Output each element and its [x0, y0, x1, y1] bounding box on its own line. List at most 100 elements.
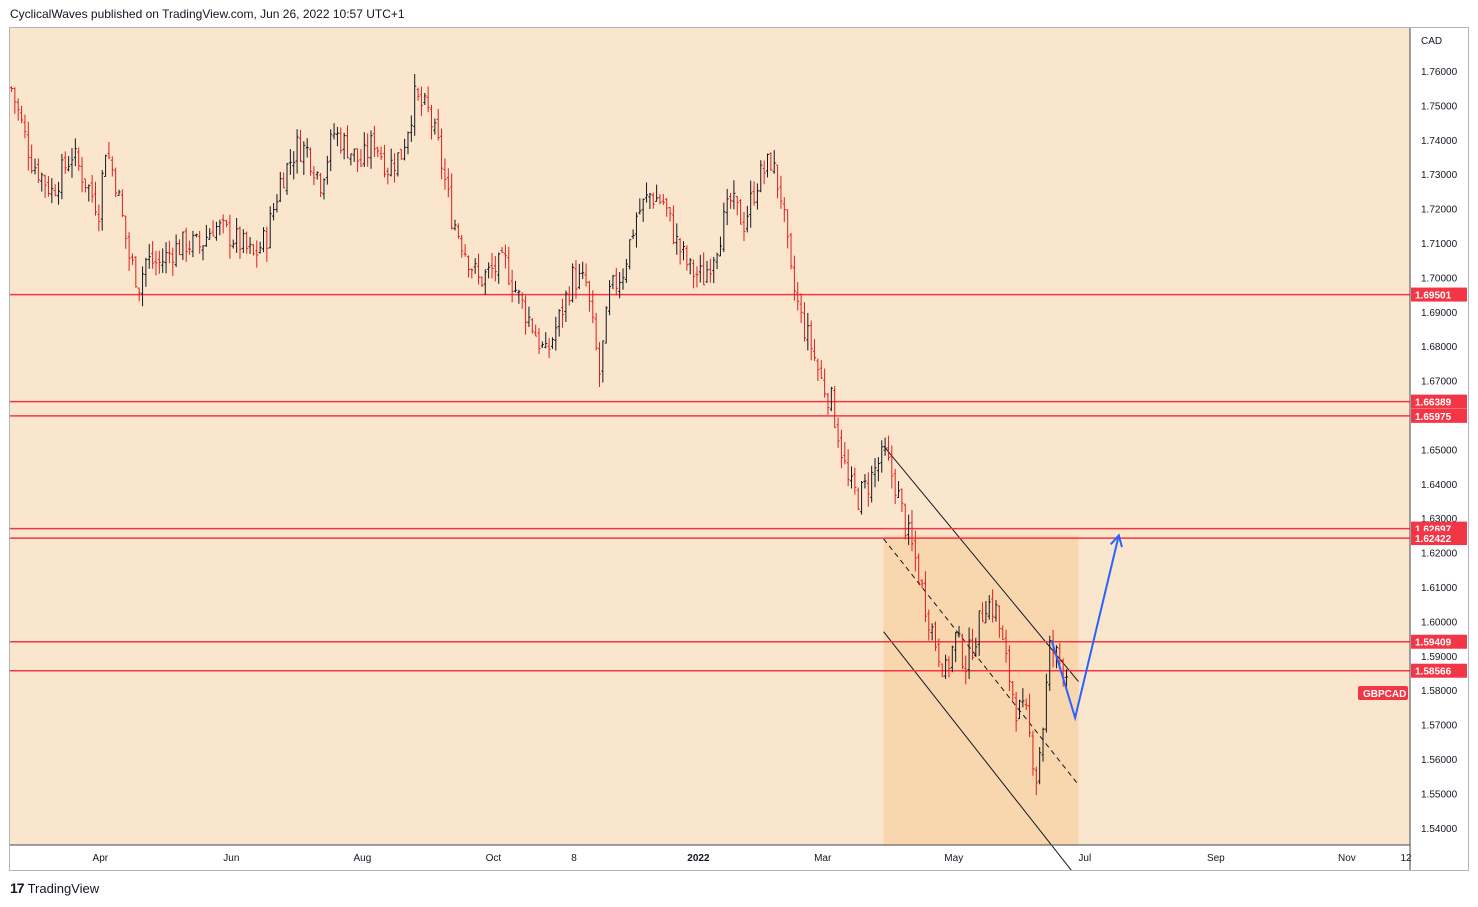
ohlc-bar — [1001, 625, 1005, 641]
ohlc-bar — [856, 487, 860, 510]
y-tick-label: 1.69000 — [1421, 308, 1458, 319]
ohlc-bar — [813, 339, 817, 361]
ohlc-bar — [43, 174, 47, 198]
tradingview-logo[interactable]: 17 TradingView — [10, 880, 99, 896]
ohlc-bar — [886, 435, 890, 461]
ohlc-bar — [309, 147, 313, 176]
x-tick-label: Nov — [1338, 853, 1356, 864]
ohlc-bar — [10, 86, 13, 92]
ohlc-bar — [201, 245, 205, 261]
ohlc-bar — [927, 609, 931, 641]
ohlc-bar — [860, 480, 864, 515]
ohlc-bar — [403, 138, 407, 161]
y-tick-label: 1.74000 — [1421, 136, 1458, 147]
ohlc-bar — [658, 194, 662, 205]
ohlc-bar — [466, 255, 470, 278]
ohlc-bar — [40, 172, 44, 192]
price-chart[interactable]: CAD 1.540001.550001.560001.570001.580001… — [10, 28, 1468, 880]
ohlc-bar — [319, 172, 323, 198]
ohlc-bar — [967, 627, 971, 680]
ohlc-bar — [577, 263, 581, 290]
channel-lower-line — [883, 631, 1079, 880]
ohlc-bar — [591, 290, 595, 324]
ohlc-bar — [977, 610, 981, 656]
ohlc-bar — [1031, 730, 1035, 776]
ohlc-bar — [722, 202, 726, 253]
ohlc-bar — [483, 269, 487, 295]
ohlc-bar — [608, 280, 612, 316]
ohlc-bar — [379, 146, 383, 161]
ohlc-bar — [839, 429, 843, 469]
ohlc-bar — [346, 125, 349, 159]
ohlc-bar — [473, 258, 477, 274]
ohlc-bar — [920, 579, 924, 588]
ohlc-bar — [30, 144, 34, 174]
y-tick-label: 1.75000 — [1421, 101, 1458, 112]
ohlc-bar — [631, 229, 635, 239]
ohlc-bar — [430, 104, 433, 140]
ohlc-bar — [382, 144, 386, 178]
ohlc-bar — [440, 128, 444, 180]
ohlc-bar — [520, 292, 524, 309]
ohlc-bar — [258, 241, 262, 254]
ohlc-bar — [218, 219, 222, 236]
ohlc-bar — [678, 238, 682, 265]
ohlc-bar — [265, 226, 269, 262]
ohlc-bar — [171, 247, 175, 276]
ohlc-bar — [20, 105, 24, 124]
ohlc-bar — [604, 306, 608, 344]
level-tag-4: 1.62422 — [1415, 534, 1452, 545]
ohlc-bar — [332, 123, 336, 140]
ohlc-bar — [443, 158, 447, 190]
ohlc-bar — [147, 244, 151, 269]
ohlc-bar — [167, 240, 171, 264]
ohlc-bar — [288, 149, 292, 175]
ohlc-bar — [325, 155, 329, 185]
ohlc-bar — [850, 466, 853, 489]
ohlc-bar — [1044, 673, 1048, 733]
ohlc-bar — [366, 133, 370, 167]
x-tick-label: Sep — [1207, 853, 1225, 864]
ohlc-bar — [359, 149, 363, 167]
ohlc-bar — [769, 152, 773, 171]
ohlc-bar — [675, 223, 679, 255]
level-tag-0: 1.69501 — [1415, 291, 1452, 302]
ohlc-bar — [621, 268, 625, 290]
ohlc-bar — [134, 256, 138, 288]
chart-panel[interactable]: CAD 1.54000 1.55000 1.56000 1.57000 1.58000 1… — [9, 27, 1469, 880]
ohlc-bar — [268, 206, 272, 249]
ohlc-bar — [262, 227, 265, 253]
ohlc-bar — [705, 260, 709, 283]
ohlc-bar — [23, 114, 27, 139]
ohlc-bar — [53, 184, 57, 197]
ohlc-bar — [130, 253, 134, 265]
ohlc-bar — [1065, 669, 1069, 689]
ohlc-bar — [534, 324, 538, 337]
level-tag-bg-0 — [1411, 287, 1467, 302]
ohlc-bar — [386, 167, 390, 185]
ohlc-bar — [540, 341, 544, 348]
ohlc-bar — [470, 268, 474, 279]
ohlc-bar — [278, 171, 282, 203]
x-tick-label: Aug — [354, 853, 372, 864]
time-axis[interactable]: Apr Jun Aug Oct 8 2022 Mar May Jul Sep Nov 12 — [93, 853, 1412, 864]
price-axis[interactable]: 1.54000 1.55000 1.56000 1.57000 1.58000 1.590… — [1421, 67, 1458, 835]
x-tick-label: 8 — [571, 853, 577, 864]
ohlc-bar — [450, 173, 454, 230]
ohlc-bar — [241, 229, 245, 254]
ohlc-bar — [329, 129, 333, 172]
ohlc-bar — [194, 233, 198, 238]
ohlc-bar — [231, 239, 235, 249]
ohlc-bar — [685, 245, 689, 271]
ohlc-bar — [557, 309, 561, 337]
ohlc-bar — [298, 129, 302, 162]
ohlc-bar — [937, 638, 941, 668]
ohlc-bar — [70, 148, 74, 178]
ohlc-bar — [376, 146, 380, 158]
ohlc-bar — [50, 178, 54, 204]
ohlc-bar — [514, 280, 517, 293]
ohlc-bar — [802, 302, 806, 342]
ohlc-bar — [1011, 680, 1015, 701]
y-tick-label: 1.73000 — [1421, 170, 1458, 181]
level-tag-bg-2 — [1411, 408, 1467, 423]
